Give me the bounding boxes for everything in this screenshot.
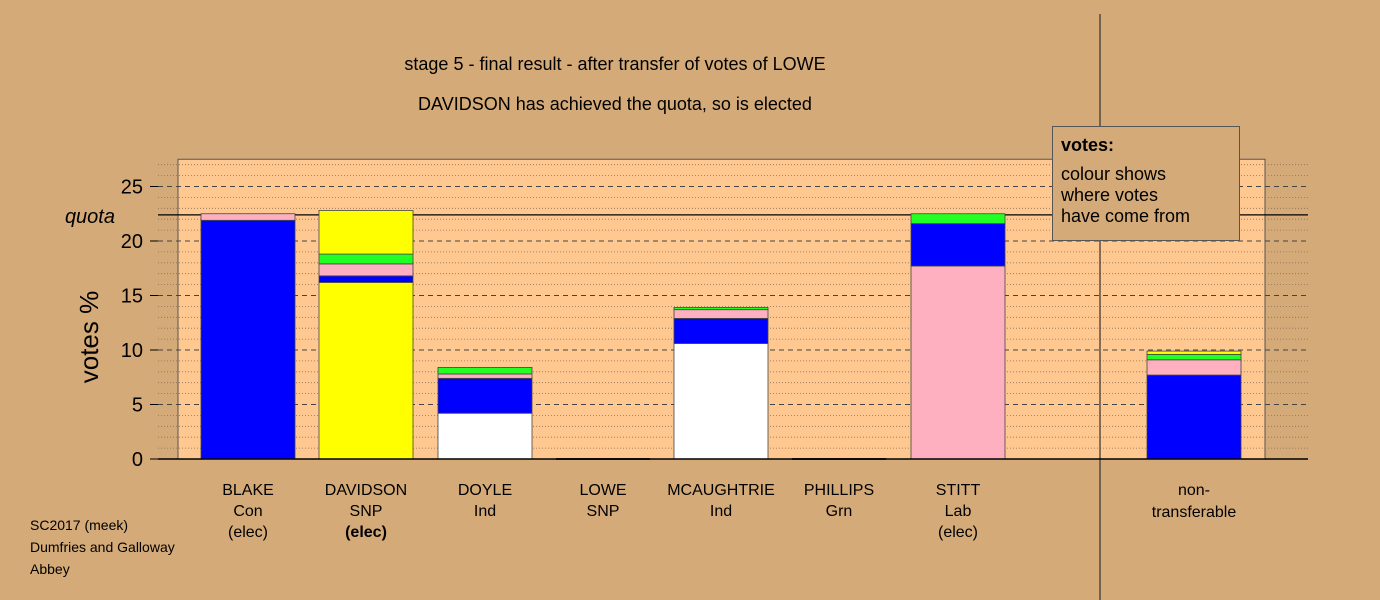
quota-label: quota (65, 206, 115, 228)
credit-line: Abbey (30, 561, 70, 577)
candidate-status: (elec) (938, 524, 978, 541)
credit-line: Dumfries and Galloway (30, 539, 175, 555)
bar-segment (318, 275, 414, 283)
bar-segment (437, 367, 533, 375)
candidate-name: MCAUGHTRIE (667, 482, 775, 499)
candidate-party: Con (233, 503, 262, 520)
chart-title: stage 5 - final result - after transfer … (404, 54, 826, 74)
bar-segment (318, 253, 414, 265)
legend-title: votes: (1061, 135, 1115, 155)
y-axis-label: votes % (74, 291, 104, 384)
bar-segment (910, 265, 1006, 460)
bar-segment (673, 343, 769, 460)
legend-box: votes: colour shows where votes have com… (1052, 126, 1240, 241)
nontransferable-label: transferable (1152, 504, 1237, 521)
candidate-party: Lab (945, 503, 972, 520)
candidate-status: (elec) (345, 524, 387, 541)
candidate-name: DOYLE (458, 482, 512, 499)
candidate-status: (elec) (228, 524, 268, 541)
bar-segment (1146, 353, 1242, 361)
candidate-name: STITT (936, 482, 981, 499)
candidate-party: SNP (587, 503, 620, 520)
nontransferable-label: non- (1178, 482, 1210, 499)
y-tick-label: 0 (132, 449, 143, 471)
bar-segment (1146, 374, 1242, 460)
y-tick-label: 10 (121, 340, 143, 362)
bar-segment (1146, 359, 1242, 376)
legend-line: have come from (1061, 206, 1191, 226)
y-tick-label: 25 (121, 177, 143, 199)
bar-segment (318, 263, 414, 277)
bar-segment (200, 213, 296, 221)
candidate-name: LOWE (579, 482, 626, 499)
bar-segment (910, 213, 1006, 224)
credit-line: SC2017 (meek) (30, 517, 129, 533)
bar-segment (200, 219, 296, 460)
bar-segment (673, 307, 769, 311)
candidate-name: BLAKE (222, 482, 274, 499)
chart-subtitle: DAVIDSON has achieved the quota, so is e… (418, 94, 812, 114)
bar-segment (318, 210, 414, 255)
bar-segment (437, 377, 533, 414)
candidate-party: SNP (350, 503, 383, 520)
legend-line: colour shows (1061, 164, 1167, 184)
y-tick-label: 5 (132, 395, 143, 417)
y-tick-label: 15 (121, 286, 143, 308)
bar-segment (1146, 350, 1242, 355)
y-tick-label: 20 (121, 231, 143, 253)
bar-segment (437, 373, 533, 379)
candidate-party: Ind (710, 503, 732, 520)
candidate-name: DAVIDSON (325, 482, 407, 499)
bar-segment (437, 412, 533, 460)
candidate-party: Grn (826, 503, 853, 520)
bar-segment (673, 317, 769, 344)
bar-segment (910, 223, 1006, 267)
bar-segment (673, 309, 769, 319)
candidate-party: Ind (474, 503, 496, 520)
candidate-name: PHILLIPS (804, 482, 874, 499)
bar-segment (318, 282, 414, 460)
legend-line: where votes (1061, 185, 1159, 205)
